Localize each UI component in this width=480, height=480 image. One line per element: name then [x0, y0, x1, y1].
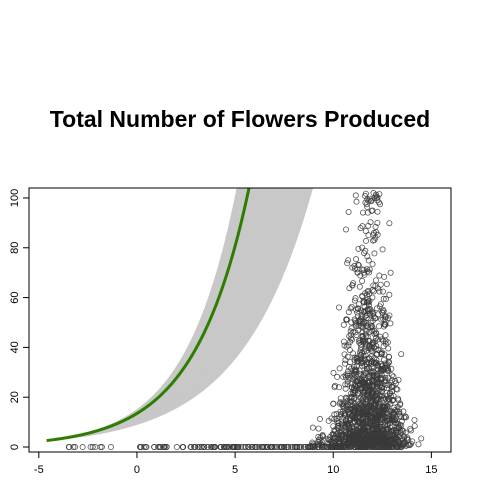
y-tick-label: 40 — [9, 341, 21, 353]
x-tick-label: -5 — [34, 464, 44, 476]
data-point — [416, 442, 421, 447]
y-axis: 0 20 40 60 80 100 — [9, 189, 29, 450]
data-point — [337, 366, 342, 371]
y-tick-label: 80 — [9, 242, 21, 254]
data-point — [353, 193, 358, 198]
data-point — [331, 401, 336, 406]
data-point — [360, 245, 365, 250]
plot-area — [47, 134, 424, 449]
data-point — [372, 251, 377, 256]
data-point — [378, 282, 383, 287]
data-point — [383, 333, 388, 338]
x-axis: -5 0 5 10 15 — [34, 452, 438, 476]
data-point — [345, 261, 350, 266]
data-point — [376, 324, 381, 329]
data-point — [336, 305, 341, 310]
data-point — [341, 339, 346, 344]
data-point — [357, 284, 362, 289]
y-tick-label: 20 — [9, 391, 21, 403]
chart-title: Total Number of Flowers Produced — [50, 106, 430, 132]
data-point — [363, 238, 368, 243]
x-tick-label: 10 — [327, 464, 339, 476]
data-point — [382, 274, 387, 279]
data-point — [363, 229, 368, 234]
y-tick-label: 60 — [9, 291, 21, 303]
data-point — [384, 282, 389, 287]
data-point — [419, 436, 424, 441]
data-point — [377, 273, 382, 278]
data-point — [388, 321, 393, 326]
data-point — [412, 423, 417, 428]
data-point — [387, 221, 392, 226]
data-point — [80, 444, 85, 449]
x-tick-label: 0 — [134, 464, 140, 476]
data-point — [343, 227, 348, 232]
data-point — [396, 377, 401, 382]
data-point — [389, 373, 394, 378]
data-point — [316, 426, 321, 431]
data-point — [310, 425, 315, 430]
data-point — [380, 247, 385, 252]
data-point — [335, 374, 340, 379]
data-point — [174, 444, 179, 449]
data-point — [108, 444, 113, 449]
data-point — [386, 354, 391, 359]
x-tick-label: 5 — [232, 464, 238, 476]
data-point — [399, 352, 404, 357]
data-point — [360, 210, 365, 215]
x-tick-label: 15 — [425, 464, 437, 476]
data-point — [408, 428, 413, 433]
data-point — [341, 322, 346, 327]
data-point — [377, 289, 382, 294]
data-point — [412, 417, 417, 422]
posterior-lines — [47, 134, 322, 440]
data-point — [387, 292, 392, 297]
data-point — [375, 209, 380, 214]
y-tick-label: 0 — [9, 444, 21, 450]
data-point — [346, 209, 351, 214]
y-tick-label: 100 — [9, 189, 21, 207]
data-point — [373, 278, 378, 283]
data-point — [360, 278, 365, 283]
data-point — [356, 246, 361, 251]
data-point — [354, 199, 359, 204]
data-point — [353, 257, 358, 262]
data-point — [317, 416, 322, 421]
data-point — [388, 270, 393, 275]
